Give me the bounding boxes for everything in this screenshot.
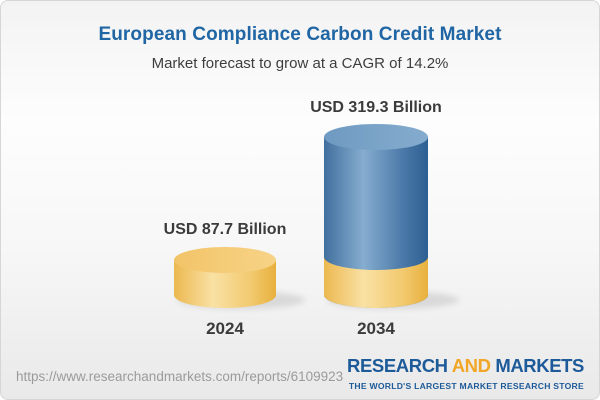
bar-2034-cylinder	[324, 124, 428, 308]
value-label-2024: USD 87.7 Billion	[163, 221, 287, 238]
logo-word-and: AND	[451, 355, 491, 376]
logo-word-research: RESEARCH	[347, 355, 448, 376]
page-subtitle: Market forecast to grow at a CAGR of 14.…	[151, 55, 449, 72]
logo-word-markets: MARKETS	[495, 355, 584, 376]
axis-label-2034: 2034	[357, 319, 395, 338]
report-url: https://www.researchandmarkets.com/repor…	[16, 369, 344, 384]
page-title: European Compliance Carbon Credit Market	[98, 24, 502, 45]
logo-wordmark: RESEARCH AND MARKETS	[347, 355, 584, 376]
bar-2024-cylinder	[174, 247, 276, 308]
value-label-2034: USD 319.3 Billion	[310, 99, 442, 116]
logo-tagline: THE WORLD'S LARGEST MARKET RESEARCH STOR…	[348, 381, 584, 391]
axis-label-2024: 2024	[206, 319, 244, 338]
research-and-markets-logo: RESEARCH AND MARKETS THE WORLD'S LARGEST…	[347, 355, 584, 397]
